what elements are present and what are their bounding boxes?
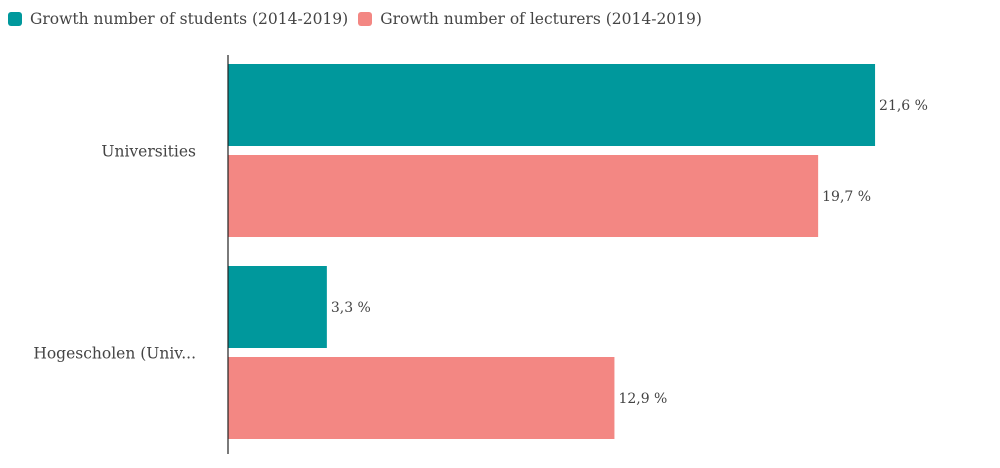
legend-item-students[interactable]: Growth number of students (2014-2019): [8, 10, 348, 28]
bar-students-universities[interactable]: [228, 64, 876, 146]
bar-lecturers-universities[interactable]: [228, 155, 819, 237]
legend-swatch-students: [8, 12, 22, 26]
bar-lecturers-hogescholen[interactable]: [228, 357, 615, 439]
bar-students-hogescholen[interactable]: [228, 266, 327, 348]
category-label-hogescholen: Hogescholen (Univ...: [33, 345, 196, 363]
legend-item-lecturers[interactable]: Growth number of lecturers (2014-2019): [358, 10, 702, 28]
data-label-students-universities: 21,6 %: [879, 98, 928, 114]
legend-label-students: Growth number of students (2014-2019): [30, 10, 349, 28]
data-label-students-hogescholen: 3,3 %: [331, 300, 371, 316]
legend-label-lecturers: Growth number of lecturers (2014-2019): [380, 10, 702, 28]
data-label-lecturers-hogescholen: 12,9 %: [618, 391, 667, 407]
legend-swatch-lecturers: [358, 12, 373, 26]
chart-legend: Growth number of students (2014-2019) Gr…: [8, 7, 712, 31]
data-label-lecturers-universities: 19,7 %: [822, 189, 871, 205]
category-label-universities: Universities: [101, 143, 196, 161]
